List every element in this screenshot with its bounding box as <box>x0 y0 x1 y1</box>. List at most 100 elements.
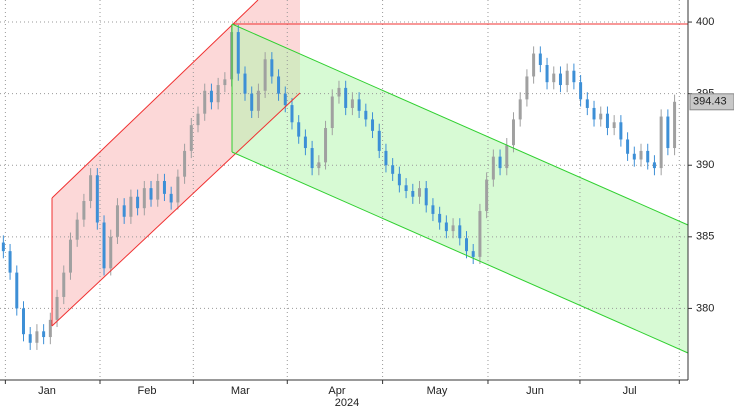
x-axis-year: 2024 <box>335 397 359 408</box>
candle-body <box>156 180 160 200</box>
candle-body <box>209 90 213 103</box>
candle-body <box>397 173 401 186</box>
candle-body <box>478 211 482 257</box>
candle-body <box>612 122 616 129</box>
candle-body <box>666 116 670 149</box>
channel-line <box>51 0 259 199</box>
candle-body <box>68 239 72 273</box>
candle-body <box>129 196 133 217</box>
x-tick-label: Jun <box>526 385 544 397</box>
x-tick-label: Apr <box>328 385 345 397</box>
candle-body <box>270 59 274 77</box>
candle-body <box>565 70 569 86</box>
candle-body <box>28 334 32 343</box>
candle-body <box>532 53 536 77</box>
candle-body <box>337 87 341 97</box>
candle-body <box>283 93 287 106</box>
candle-body <box>511 119 515 146</box>
x-tick-label: Jan <box>38 385 56 397</box>
candle-body <box>243 73 247 94</box>
candle-body <box>350 99 354 108</box>
y-tick-label: 380 <box>696 302 714 314</box>
channel-line <box>231 151 689 354</box>
candle-body <box>236 32 240 74</box>
candle-body <box>458 225 462 239</box>
last-price-label: 394.43 <box>693 96 727 108</box>
candle-body <box>344 87 348 108</box>
candle-body <box>585 99 589 108</box>
candle-body <box>572 70 576 83</box>
candle-body <box>404 185 408 192</box>
candle-body <box>149 188 153 200</box>
candle-body <box>303 136 307 149</box>
y-tick-label: 400 <box>696 16 714 28</box>
candle-body <box>1 242 5 252</box>
candle-body <box>377 130 381 151</box>
candle-body <box>136 196 140 209</box>
candle-body <box>592 107 596 120</box>
candle-body <box>384 150 388 166</box>
candle-body <box>646 150 650 163</box>
candle-body <box>95 175 99 223</box>
candle-body <box>498 156 502 169</box>
candle-body <box>599 113 603 120</box>
candle-body <box>411 191 415 197</box>
candle-body <box>223 79 227 86</box>
x-tick-label: Feb <box>138 385 157 397</box>
x-tick-label: May <box>427 385 448 397</box>
candle-body <box>75 219 79 240</box>
candle-body <box>552 73 556 83</box>
candle-body <box>605 113 609 129</box>
candle-body <box>652 162 656 169</box>
candle-body <box>438 213 442 223</box>
candle-body <box>491 156 495 180</box>
candle-body <box>297 122 301 137</box>
candle-body <box>8 251 12 273</box>
x-tick-label: Mar <box>231 385 250 397</box>
candle-body <box>189 125 193 151</box>
candle-body <box>444 222 448 232</box>
candle-body <box>55 296 59 320</box>
falling-channel <box>232 24 688 353</box>
candle-body <box>364 110 368 120</box>
candle-body <box>619 122 623 140</box>
last-price-badge <box>689 93 734 111</box>
candle-body <box>471 251 475 257</box>
candle-body <box>424 188 428 206</box>
candle-body <box>579 82 583 100</box>
candle-body <box>109 236 113 269</box>
candle-body <box>142 188 146 209</box>
candle-body <box>183 150 187 177</box>
candle-body <box>89 175 93 202</box>
channel-line <box>231 23 689 226</box>
candle-body <box>15 272 19 309</box>
candle-body <box>626 139 630 154</box>
candle-body <box>451 225 455 232</box>
candle-body <box>632 153 636 160</box>
candle-body <box>48 319 52 338</box>
candle-body <box>216 85 220 103</box>
candle-body <box>558 73 562 86</box>
candle-body <box>317 162 321 169</box>
candle-body <box>324 128 328 163</box>
candle-body <box>673 101 677 149</box>
candle-body <box>431 205 435 214</box>
candle-body <box>82 201 86 220</box>
candle-body <box>310 148 314 169</box>
y-tick-label: 390 <box>696 159 714 171</box>
candle-body <box>418 188 422 197</box>
candle-body <box>545 65 549 83</box>
candle-body <box>250 93 254 111</box>
candle-body <box>371 119 375 131</box>
channel-line <box>51 92 301 327</box>
candle-body <box>538 53 542 66</box>
candle-body <box>505 145 509 169</box>
candle-body <box>518 99 522 120</box>
candle-body <box>659 116 663 169</box>
candle-body <box>391 165 395 174</box>
candle-body <box>263 59 267 91</box>
candle-body <box>639 150 643 160</box>
candle-body <box>357 99 361 111</box>
candle-body <box>162 180 166 194</box>
